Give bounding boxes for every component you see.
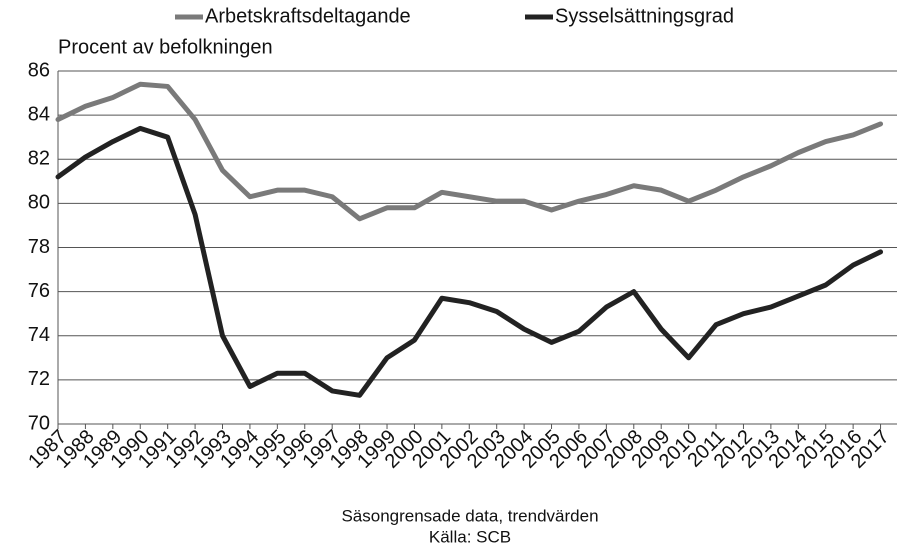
y-tick-label: 82 <box>28 148 50 170</box>
y-tick-label: 78 <box>28 236 50 258</box>
y-axis-label: Procent av befolkningen <box>58 36 273 58</box>
y-tick-label: 80 <box>28 192 50 214</box>
y-tick-label: 74 <box>28 324 50 346</box>
footnote: Säsongrensade data, trendvärden <box>341 506 598 525</box>
y-tick-label: 86 <box>28 59 50 81</box>
y-tick-label: 70 <box>28 412 50 434</box>
line <box>55 81 884 222</box>
footnote: Källa: SCB <box>429 527 511 546</box>
y-tick-label: 84 <box>28 103 50 125</box>
y-tick-label: 76 <box>28 280 50 302</box>
y-tick-label: 72 <box>28 368 50 390</box>
line <box>55 125 884 398</box>
legend-label: Sysselsättningsgrad <box>555 5 734 27</box>
legend-label: Arbetskraftsdeltagande <box>205 5 411 27</box>
